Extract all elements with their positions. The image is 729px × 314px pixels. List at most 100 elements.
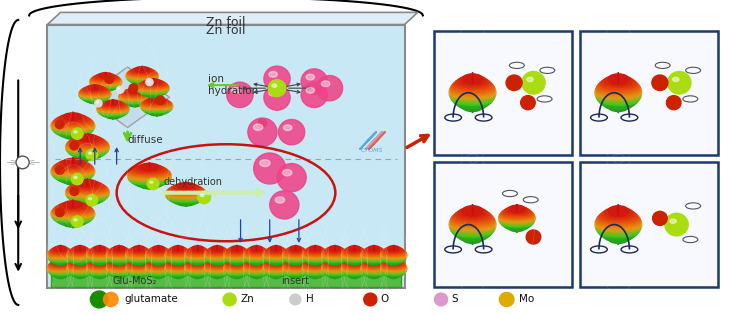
Ellipse shape <box>303 267 328 273</box>
Ellipse shape <box>55 208 64 217</box>
Text: Zn: Zn <box>241 295 254 305</box>
Ellipse shape <box>244 256 269 261</box>
Ellipse shape <box>78 134 97 142</box>
Ellipse shape <box>362 250 386 255</box>
Ellipse shape <box>381 267 407 273</box>
Ellipse shape <box>168 270 189 276</box>
Ellipse shape <box>284 269 307 275</box>
Ellipse shape <box>67 267 93 273</box>
Ellipse shape <box>381 253 407 259</box>
Ellipse shape <box>87 253 113 259</box>
Ellipse shape <box>126 75 158 80</box>
Ellipse shape <box>106 254 132 259</box>
Ellipse shape <box>146 252 171 257</box>
Ellipse shape <box>243 264 270 270</box>
Ellipse shape <box>165 251 191 256</box>
Ellipse shape <box>128 173 171 180</box>
Ellipse shape <box>88 198 92 200</box>
Ellipse shape <box>243 255 269 260</box>
Ellipse shape <box>133 180 165 187</box>
Ellipse shape <box>126 264 152 269</box>
Ellipse shape <box>126 255 152 260</box>
Ellipse shape <box>168 261 189 267</box>
Ellipse shape <box>55 260 66 265</box>
Ellipse shape <box>211 260 223 265</box>
Ellipse shape <box>150 272 166 278</box>
Ellipse shape <box>52 259 69 264</box>
Ellipse shape <box>456 230 490 240</box>
Ellipse shape <box>226 257 248 263</box>
Ellipse shape <box>106 267 132 273</box>
Ellipse shape <box>51 210 95 217</box>
Ellipse shape <box>93 75 119 80</box>
Ellipse shape <box>146 264 171 270</box>
Ellipse shape <box>54 127 92 135</box>
Ellipse shape <box>185 268 211 273</box>
Ellipse shape <box>246 248 268 254</box>
Ellipse shape <box>51 258 70 264</box>
Ellipse shape <box>258 119 267 127</box>
Ellipse shape <box>381 264 406 269</box>
Ellipse shape <box>598 212 639 223</box>
Ellipse shape <box>598 226 639 237</box>
Ellipse shape <box>348 260 360 265</box>
Ellipse shape <box>366 272 382 278</box>
Ellipse shape <box>499 215 535 223</box>
Ellipse shape <box>68 263 93 268</box>
Ellipse shape <box>329 259 340 264</box>
Ellipse shape <box>388 260 399 265</box>
Ellipse shape <box>362 256 386 261</box>
Ellipse shape <box>451 225 494 236</box>
Ellipse shape <box>381 266 407 272</box>
Ellipse shape <box>348 259 360 264</box>
Ellipse shape <box>144 99 170 105</box>
Ellipse shape <box>381 254 407 259</box>
Ellipse shape <box>129 247 149 253</box>
Ellipse shape <box>69 257 91 263</box>
Ellipse shape <box>254 124 262 130</box>
Ellipse shape <box>52 208 94 215</box>
Ellipse shape <box>127 256 151 261</box>
Ellipse shape <box>98 73 113 78</box>
Text: insert: insert <box>281 276 309 286</box>
Ellipse shape <box>188 271 207 277</box>
Ellipse shape <box>192 260 203 265</box>
Ellipse shape <box>302 253 328 259</box>
Ellipse shape <box>90 78 122 84</box>
Ellipse shape <box>90 271 109 277</box>
Ellipse shape <box>608 74 628 84</box>
Ellipse shape <box>243 268 269 273</box>
Ellipse shape <box>265 269 288 275</box>
Ellipse shape <box>363 261 385 267</box>
Ellipse shape <box>268 260 284 265</box>
Ellipse shape <box>128 76 157 81</box>
Ellipse shape <box>94 85 117 90</box>
Ellipse shape <box>55 216 90 224</box>
Ellipse shape <box>87 269 112 274</box>
Ellipse shape <box>192 259 203 264</box>
Text: Zn foil: Zn foil <box>206 16 246 29</box>
Ellipse shape <box>283 268 308 273</box>
Ellipse shape <box>303 256 327 261</box>
Text: O: O <box>381 295 389 305</box>
Ellipse shape <box>66 187 109 195</box>
Ellipse shape <box>345 271 364 277</box>
Ellipse shape <box>51 166 95 174</box>
Ellipse shape <box>265 261 286 267</box>
Ellipse shape <box>69 138 106 146</box>
Ellipse shape <box>388 246 399 251</box>
Ellipse shape <box>343 257 366 262</box>
Ellipse shape <box>109 261 130 267</box>
Ellipse shape <box>74 176 77 178</box>
Ellipse shape <box>383 261 405 267</box>
Ellipse shape <box>599 96 637 107</box>
Ellipse shape <box>450 91 495 102</box>
Ellipse shape <box>209 260 225 265</box>
Ellipse shape <box>343 250 367 255</box>
Ellipse shape <box>204 252 230 258</box>
Ellipse shape <box>267 260 286 266</box>
Ellipse shape <box>143 91 163 97</box>
Ellipse shape <box>243 264 269 269</box>
Ellipse shape <box>165 252 191 257</box>
Ellipse shape <box>343 263 367 268</box>
